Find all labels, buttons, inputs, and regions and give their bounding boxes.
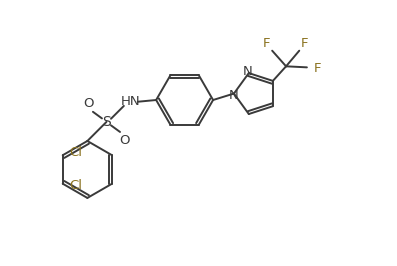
Text: F: F bbox=[263, 37, 271, 50]
Text: S: S bbox=[102, 115, 111, 129]
Text: O: O bbox=[83, 97, 94, 110]
Text: Cl: Cl bbox=[69, 146, 82, 159]
Text: N: N bbox=[228, 89, 238, 102]
Text: F: F bbox=[314, 61, 321, 74]
Text: HN: HN bbox=[121, 95, 141, 108]
Text: N: N bbox=[243, 65, 253, 78]
Text: O: O bbox=[119, 134, 130, 147]
Text: Cl: Cl bbox=[69, 179, 82, 192]
Text: F: F bbox=[301, 37, 308, 50]
